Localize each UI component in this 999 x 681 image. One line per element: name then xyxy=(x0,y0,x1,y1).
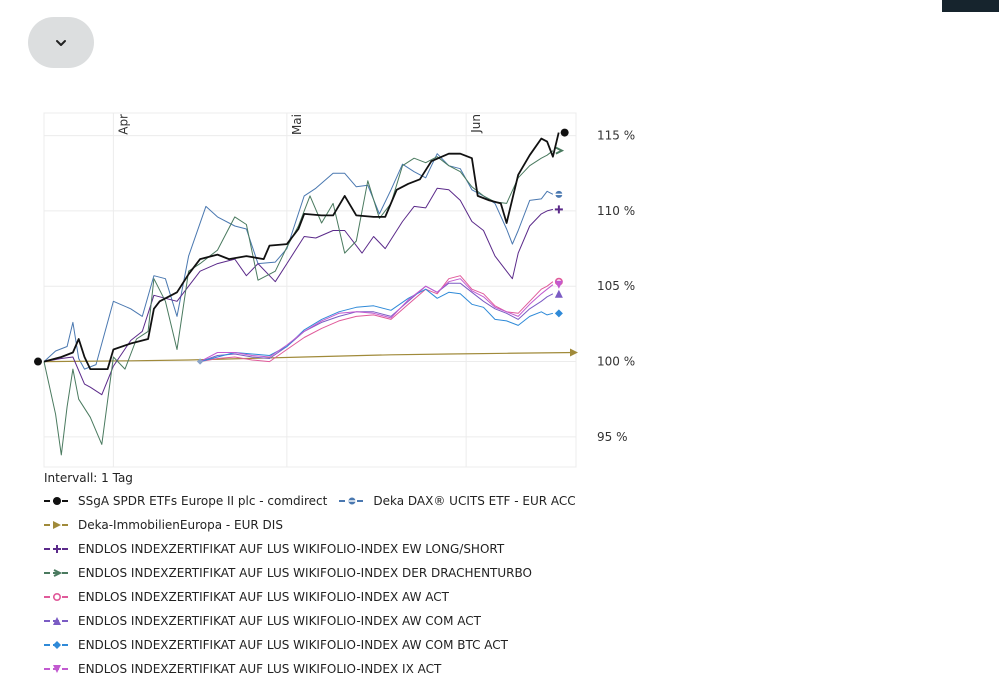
series-end-marker xyxy=(554,280,563,289)
series-5 xyxy=(43,146,565,456)
legend-item[interactable]: ENDLOS INDEXZERTIFIKAT AUF LUS WIKIFOLIO… xyxy=(44,614,481,628)
legend-marker-icon xyxy=(44,521,70,529)
y-tick-label: 115 % xyxy=(597,129,635,143)
series-6 xyxy=(197,275,563,365)
series-end-marker xyxy=(554,309,563,318)
series-end-marker xyxy=(554,190,563,198)
legend-label: ENDLOS INDEXZERTIFIKAT AUF LUS WIKIFOLIO… xyxy=(78,662,442,676)
legend-item[interactable]: ENDLOS INDEXZERTIFIKAT AUF LUS WIKIFOLIO… xyxy=(44,566,532,580)
series-7 xyxy=(197,282,563,365)
x-tick-label: Jun xyxy=(469,114,483,134)
legend-label: ENDLOS INDEXZERTIFIKAT AUF LUS WIKIFOLIO… xyxy=(78,566,532,580)
legend-row: ENDLOS INDEXZERTIFIKAT AUF LUS WIKIFOLIO… xyxy=(44,657,588,681)
legend-marker-icon xyxy=(44,617,70,625)
plot-area xyxy=(43,112,577,468)
series-end-marker xyxy=(554,205,563,214)
legend-marker-icon xyxy=(44,545,70,553)
legend-marker-icon xyxy=(339,497,366,505)
legend-item[interactable]: Deka-ImmobilienEuropa - EUR DIS xyxy=(44,518,283,532)
legend-row: ENDLOS INDEXZERTIFIKAT AUF LUS WIKIFOLIO… xyxy=(44,537,588,561)
legend-marker-icon xyxy=(44,641,70,649)
legend-item[interactable]: SSgA SPDR ETFs Europe II plc - comdirect xyxy=(44,494,327,508)
series-line xyxy=(200,275,554,363)
series-1 xyxy=(34,128,569,370)
series-line xyxy=(199,278,554,363)
legend-row: Deka-ImmobilienEuropa - EUR DIS xyxy=(44,513,588,537)
legend-label: ENDLOS INDEXZERTIFIKAT AUF LUS WIKIFOLIO… xyxy=(78,542,505,556)
legend-row: ENDLOS INDEXZERTIFIKAT AUF LUS WIKIFOLIO… xyxy=(44,561,588,585)
legend-label: SSgA SPDR ETFs Europe II plc - comdirect xyxy=(78,494,328,508)
series-start-marker xyxy=(34,357,42,366)
series-line xyxy=(43,132,560,370)
legend-marker-icon xyxy=(44,497,70,505)
series-3 xyxy=(43,348,578,363)
y-tick-label: 95 % xyxy=(597,430,628,444)
y-tick-label: 100 % xyxy=(597,355,635,369)
legend-item[interactable]: ENDLOS INDEXZERTIFIKAT AUF LUS WIKIFOLIO… xyxy=(44,590,449,604)
legend-row: ENDLOS INDEXZERTIFIKAT AUF LUS WIKIFOLIO… xyxy=(44,609,588,633)
x-tick-label: Apr xyxy=(116,114,130,135)
x-tick-label: Mai xyxy=(290,114,304,135)
series-2 xyxy=(43,153,563,370)
interval-label: Intervall: 1 Tag xyxy=(44,471,133,485)
y-tick-label: 110 % xyxy=(597,204,635,218)
series-end-marker xyxy=(560,128,569,137)
header-corner-bar xyxy=(942,0,999,12)
legend-row: ENDLOS INDEXZERTIFIKAT AUF LUS WIKIFOLIO… xyxy=(44,585,588,609)
legend-label: ENDLOS INDEXZERTIFIKAT AUF LUS WIKIFOLIO… xyxy=(78,614,481,628)
legend-item[interactable]: ENDLOS INDEXZERTIFIKAT AUF LUS WIKIFOLIO… xyxy=(44,638,508,652)
series-line xyxy=(199,282,554,363)
collapse-toggle-button[interactable] xyxy=(28,17,94,68)
legend-label: ENDLOS INDEXZERTIFIKAT AUF LUS WIKIFOLIO… xyxy=(78,590,449,604)
legend-row: SSgA SPDR ETFs Europe II plc - comdirect… xyxy=(44,489,588,513)
chart-legend: SSgA SPDR ETFs Europe II plc - comdirect… xyxy=(44,489,588,681)
legend-row: ENDLOS INDEXZERTIFIKAT AUF LUS WIKIFOLIO… xyxy=(44,633,588,657)
legend-label: Deka DAX® UCITS ETF - EUR ACC xyxy=(373,494,576,508)
legend-label: Deka-ImmobilienEuropa - EUR DIS xyxy=(78,518,283,532)
legend-marker-icon xyxy=(44,569,70,577)
legend-marker-icon xyxy=(44,665,70,673)
series-start-marker xyxy=(197,358,204,365)
series-line xyxy=(199,288,554,363)
series-9 xyxy=(197,278,563,365)
series-end-marker xyxy=(554,289,563,298)
legend-marker-icon xyxy=(44,592,70,602)
series-line xyxy=(43,187,554,396)
legend-item[interactable]: ENDLOS INDEXZERTIFIKAT AUF LUS WIKIFOLIO… xyxy=(44,542,504,556)
y-tick-label: 105 % xyxy=(597,279,635,293)
performance-chart: 95 % 100 % 105 % 110 % 115 % Apr Mai Jun xyxy=(34,112,635,468)
legend-item[interactable]: ENDLOS INDEXZERTIFIKAT AUF LUS WIKIFOLIO… xyxy=(44,662,441,676)
legend-label: ENDLOS INDEXZERTIFIKAT AUF LUS WIKIFOLIO… xyxy=(78,638,509,652)
series-end-marker xyxy=(555,146,565,155)
series-line xyxy=(43,351,577,363)
series-line xyxy=(43,150,554,456)
series-4 xyxy=(43,187,563,396)
chevron-down-icon xyxy=(56,39,66,46)
legend-item[interactable]: Deka DAX® UCITS ETF - EUR ACC xyxy=(339,494,576,508)
series-end-marker xyxy=(570,348,578,357)
